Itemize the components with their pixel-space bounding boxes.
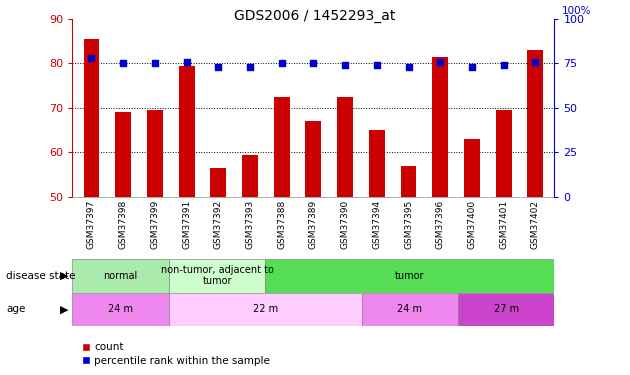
- Point: [181, 58, 192, 64]
- Bar: [242, 154, 258, 197]
- Text: age: age: [6, 304, 26, 314]
- Legend: count, percentile rank within the sample: count, percentile rank within the sample: [77, 338, 275, 370]
- Bar: [72, 292, 169, 326]
- Text: normal: normal: [103, 271, 138, 280]
- Text: GSM37392: GSM37392: [214, 200, 223, 249]
- Text: GSM37397: GSM37397: [87, 200, 96, 249]
- Text: 100%: 100%: [561, 6, 591, 16]
- Point: [214, 64, 224, 70]
- Bar: [401, 166, 416, 197]
- Bar: [527, 50, 543, 197]
- Text: tumor: tumor: [395, 271, 425, 280]
- Text: ▶: ▶: [60, 271, 68, 280]
- Text: disease state: disease state: [6, 271, 76, 280]
- Bar: [179, 66, 195, 197]
- Bar: [369, 130, 385, 197]
- Point: [308, 60, 318, 66]
- Text: GSM37402: GSM37402: [531, 200, 540, 249]
- Bar: [169, 292, 362, 326]
- Bar: [306, 121, 321, 197]
- Text: GSM37400: GSM37400: [467, 200, 476, 249]
- Bar: [464, 139, 480, 197]
- Text: GDS2006 / 1452293_at: GDS2006 / 1452293_at: [234, 9, 396, 23]
- Text: 22 m: 22 m: [253, 304, 278, 314]
- Bar: [115, 112, 131, 197]
- Text: 24 m: 24 m: [108, 304, 133, 314]
- Bar: [147, 110, 163, 197]
- Point: [467, 64, 477, 70]
- Point: [86, 55, 96, 61]
- Point: [530, 58, 541, 64]
- Point: [245, 64, 255, 70]
- Text: non-tumor, adjacent to
tumor: non-tumor, adjacent to tumor: [161, 265, 273, 286]
- Point: [118, 60, 129, 66]
- Text: ▶: ▶: [60, 304, 68, 314]
- Bar: [362, 292, 458, 326]
- Bar: [274, 97, 290, 197]
- Point: [340, 62, 350, 68]
- Text: GSM37391: GSM37391: [182, 200, 191, 249]
- Text: GSM37390: GSM37390: [341, 200, 350, 249]
- Text: GSM37398: GSM37398: [118, 200, 128, 249]
- Point: [435, 58, 445, 64]
- Point: [277, 60, 287, 66]
- Bar: [210, 168, 226, 197]
- Text: GSM37388: GSM37388: [277, 200, 286, 249]
- Point: [372, 62, 382, 68]
- Bar: [432, 57, 448, 197]
- Text: GSM37399: GSM37399: [151, 200, 159, 249]
- Text: GSM37396: GSM37396: [436, 200, 445, 249]
- Bar: [72, 259, 169, 292]
- Bar: [169, 259, 265, 292]
- Text: GSM37395: GSM37395: [404, 200, 413, 249]
- Point: [150, 60, 160, 66]
- Bar: [265, 259, 554, 292]
- Point: [403, 64, 413, 70]
- Point: [498, 62, 508, 68]
- Text: 24 m: 24 m: [398, 304, 422, 314]
- Bar: [458, 292, 554, 326]
- Bar: [496, 110, 512, 197]
- Bar: [84, 39, 100, 197]
- Text: GSM37389: GSM37389: [309, 200, 318, 249]
- Text: GSM37401: GSM37401: [499, 200, 508, 249]
- Text: 27 m: 27 m: [494, 304, 518, 314]
- Bar: [337, 97, 353, 197]
- Text: GSM37394: GSM37394: [372, 200, 381, 249]
- Text: GSM37393: GSM37393: [246, 200, 255, 249]
